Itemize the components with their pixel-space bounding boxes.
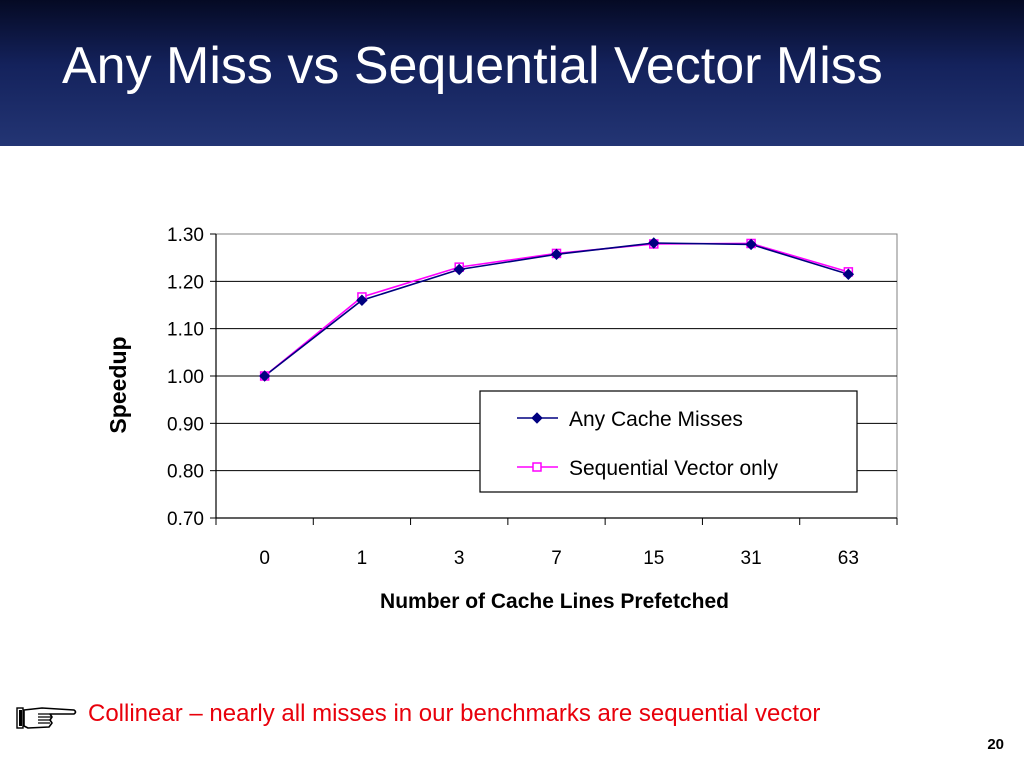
y-tick-label: 1.10 [167,320,204,341]
x-axis-title: Number of Cache Lines Prefetched [380,590,729,613]
y-tick-label: 1.30 [167,225,204,246]
x-tick-label: 7 [551,548,562,569]
y-axis-title: Speedup [105,336,131,433]
data-point-any-cache-misses [648,237,660,249]
x-tick-label: 63 [838,548,859,569]
data-point-any-cache-misses [550,248,563,261]
y-tick-label: 1.00 [167,367,204,388]
x-tick-label: 3 [454,548,465,569]
slide-note: Collinear – nearly all misses in our ben… [88,700,821,727]
x-tick-label: 0 [259,548,270,569]
data-point-any-cache-misses [842,268,855,280]
x-tick-label: 15 [643,548,664,569]
x-tick-label: 1 [357,548,368,569]
data-point-any-cache-misses [745,238,757,251]
y-tick-label: 0.70 [167,509,204,530]
y-tick-label: 0.80 [167,462,204,483]
x-tick-label: 31 [741,548,762,569]
legend-box [479,390,858,493]
title-bar [0,0,1024,146]
data-point-any-cache-misses [453,263,465,276]
data-point-any-cache-misses [258,370,271,382]
y-tick-label: 0.90 [167,414,204,435]
y-tick-label: 1.20 [167,272,204,293]
data-point-any-cache-misses [356,294,368,306]
legend-marker [531,412,543,424]
legend-label: Any Cache Misses [569,408,743,431]
page-number: 20 [987,736,1004,753]
legend-marker [532,462,542,472]
legend-label: Sequential Vector only [569,457,778,480]
slide-title: Any Miss vs Sequential Vector Miss [62,37,883,95]
pointing-hand-icon [16,707,77,729]
